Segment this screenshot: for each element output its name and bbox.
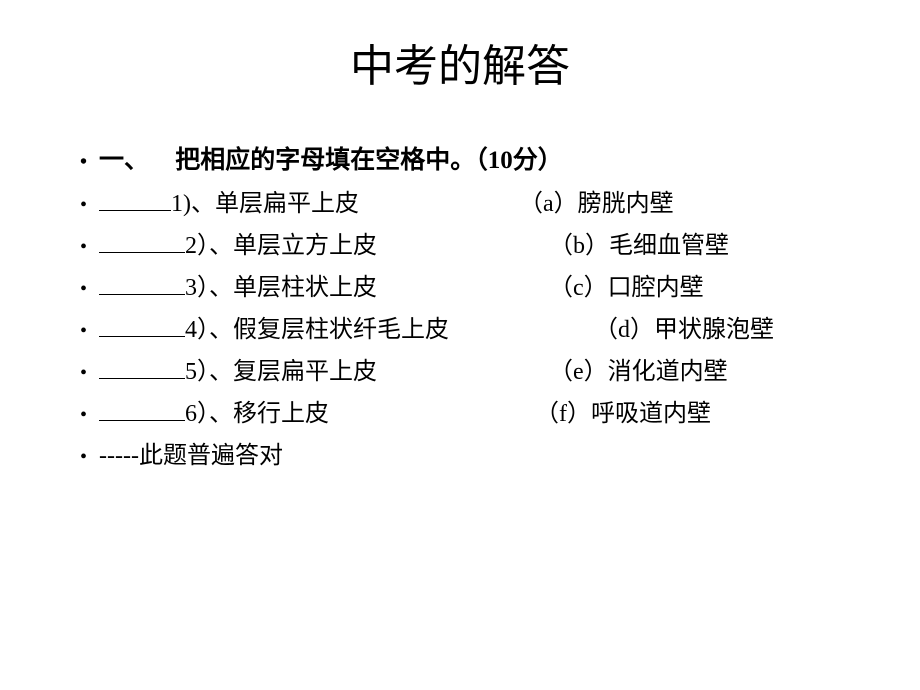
item-number: 6） (185, 401, 209, 427)
item-right: （c）口腔内壁 (549, 267, 704, 309)
section-number: 一、 (99, 139, 169, 183)
item-number: 3） (185, 275, 209, 301)
item-letter: （c） (549, 275, 608, 301)
item-number: 5） (185, 359, 209, 385)
item-letter: （d） (594, 317, 654, 343)
item-left: 4）、假复层柱状纤毛上皮 (99, 309, 594, 351)
item-text-right: 口腔内壁 (608, 275, 704, 301)
item-row: • 4）、假复层柱状纤毛上皮 （d）甲状腺泡壁 (80, 309, 850, 351)
section-header: • 一、 把相应的字母填在空格中。（10分） (80, 139, 850, 183)
item-right: （f）呼吸道内壁 (535, 393, 711, 435)
item-text-left: 单层扁平上皮 (215, 191, 359, 217)
item-text-right: 膀胱内壁 (578, 191, 674, 217)
item-row: • 5）、复层扁平上皮 （e）消化道内壁 (80, 351, 850, 393)
item-text-left: 复层扁平上皮 (233, 359, 377, 385)
blank-field[interactable] (99, 229, 185, 253)
item-number: 2） (185, 233, 209, 259)
footer-note: • -----此题普遍答对 (80, 435, 850, 477)
item-left: 2）、单层立方上皮 (99, 225, 549, 267)
item-letter: （e） (549, 359, 608, 385)
item-right: （a）膀胱内壁 (519, 183, 674, 225)
bullet: • (80, 440, 87, 475)
bullet: • (80, 188, 87, 223)
item-right: （e）消化道内壁 (549, 351, 728, 393)
content-area: • 一、 把相应的字母填在空格中。（10分） • 1)、单层扁平上皮 （a）膀胱… (70, 139, 850, 477)
blank-field[interactable] (99, 355, 185, 379)
item-left: 3）、单层柱状上皮 (99, 267, 549, 309)
item-number: 1) (171, 191, 191, 217)
blank-field[interactable] (99, 187, 171, 211)
item-left: 5）、复层扁平上皮 (99, 351, 549, 393)
item-text-right: 甲状腺泡壁 (654, 317, 774, 343)
item-right: （d）甲状腺泡壁 (594, 309, 774, 351)
item-text-right: 毛细血管壁 (609, 233, 729, 259)
item-text-left: 移行上皮 (233, 401, 329, 427)
item-left: 6）、移行上皮 (99, 393, 535, 435)
blank-field[interactable] (99, 271, 185, 295)
blank-field[interactable] (99, 397, 185, 421)
item-row: • 2）、单层立方上皮 （b）毛细血管壁 (80, 225, 850, 267)
bullet: • (80, 272, 87, 307)
item-text-left: 单层立方上皮 (233, 233, 377, 259)
item-letter: （a） (519, 191, 578, 217)
item-number: 4） (185, 317, 209, 343)
blank-field[interactable] (99, 313, 185, 337)
footer-text: -----此题普遍答对 (99, 435, 283, 477)
item-right: （b）毛细血管壁 (549, 225, 729, 267)
item-letter: （b） (549, 233, 609, 259)
bullet: • (80, 230, 87, 265)
item-row: • 3）、单层柱状上皮 （c）口腔内壁 (80, 267, 850, 309)
section-instruction: 把相应的字母填在空格中。（10分） (175, 147, 563, 174)
item-text-left: 假复层柱状纤毛上皮 (233, 317, 449, 343)
page-title: 中考的解答 (70, 30, 850, 94)
item-text-right: 消化道内壁 (608, 359, 728, 385)
item-row: • 1)、单层扁平上皮 （a）膀胱内壁 (80, 183, 850, 225)
bullet: • (80, 314, 87, 349)
bullet: • (80, 356, 87, 391)
item-letter: （f） (535, 401, 591, 427)
item-row: • 6）、移行上皮 （f）呼吸道内壁 (80, 393, 850, 435)
item-text-left: 单层柱状上皮 (233, 275, 377, 301)
item-left: 1)、单层扁平上皮 (99, 183, 519, 225)
bullet: • (80, 145, 87, 180)
bullet: • (80, 398, 87, 433)
item-text-right: 呼吸道内壁 (591, 401, 711, 427)
